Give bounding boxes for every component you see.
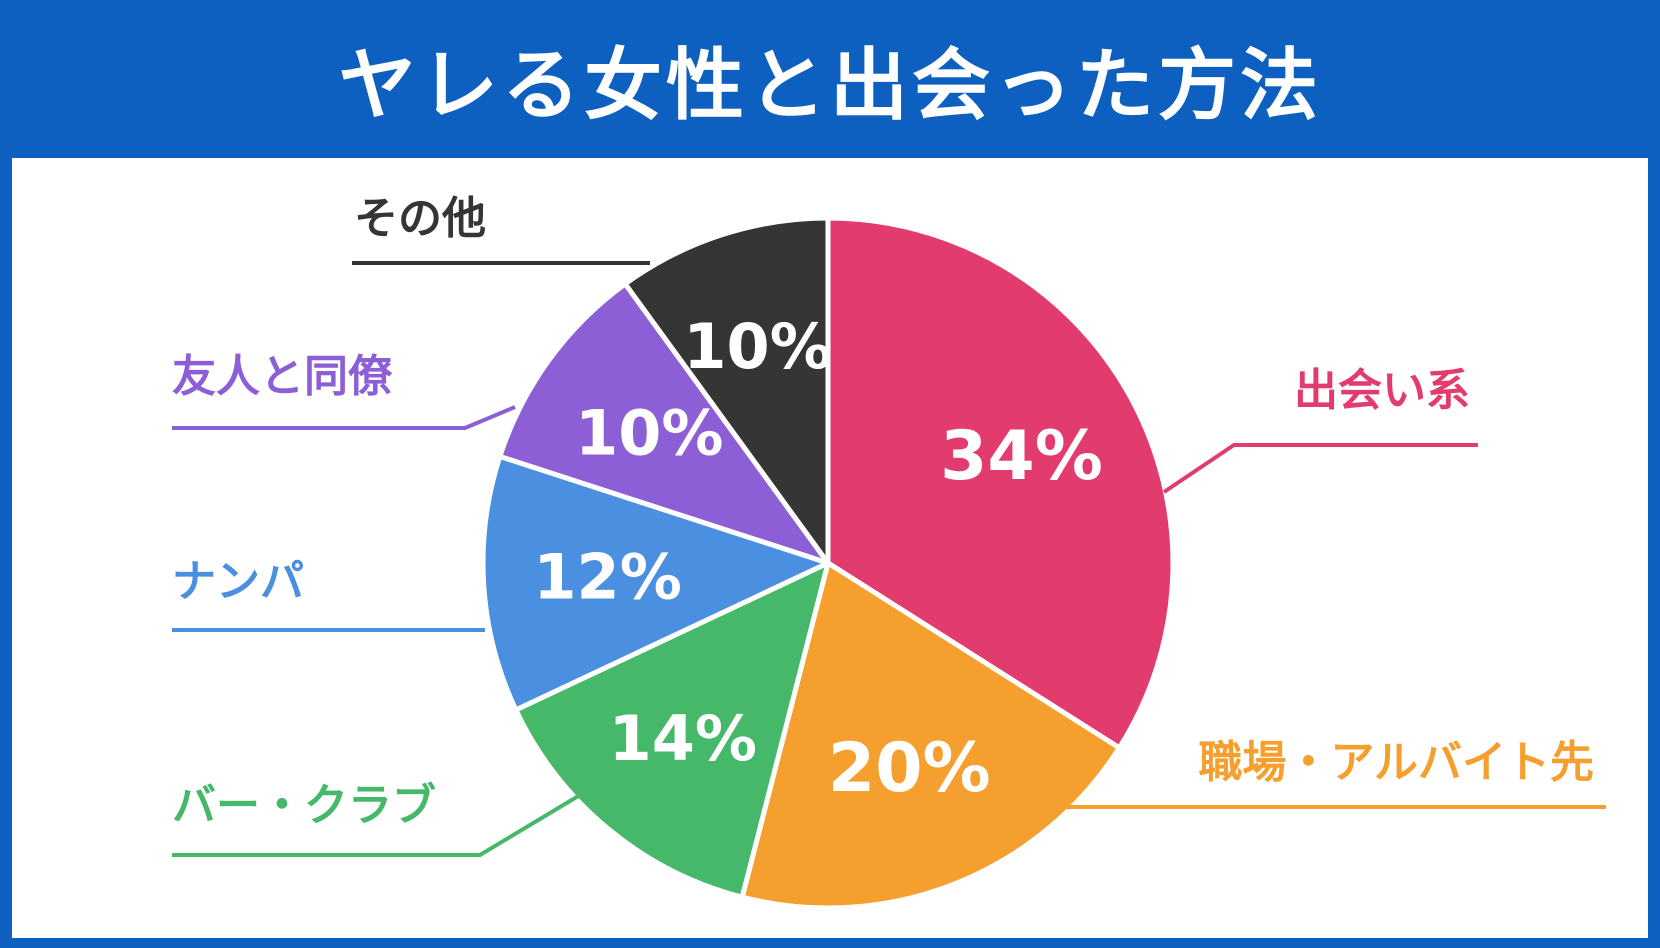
slice-value-label: 34% xyxy=(940,417,1103,496)
leader-line xyxy=(172,793,582,857)
pie-slice xyxy=(622,215,831,566)
slice-value-label: 20% xyxy=(828,729,991,808)
category-label: 友人と同僚 xyxy=(172,351,393,402)
chart-title: ヤレる女性と出会った方法 xyxy=(337,41,1322,131)
category-label: 出会い系 xyxy=(1294,365,1470,416)
slice-value-label: 10% xyxy=(683,310,831,383)
pie-slice-value-labels: 34% 20% 14% 12% 10% 10% xyxy=(533,310,1102,808)
pie-slice xyxy=(480,453,831,713)
leader-line xyxy=(172,405,516,430)
category-label: バー・クラブ xyxy=(172,780,436,831)
category-label: ナンパ xyxy=(172,556,304,607)
pie-slices xyxy=(480,215,1176,911)
category-label: 職場・アルバイト先 xyxy=(1198,737,1594,788)
leader-line xyxy=(1162,443,1478,494)
slice-value-label: 12% xyxy=(533,540,681,613)
pie-slice xyxy=(497,281,831,566)
pie-slice xyxy=(513,560,831,900)
slice-value-label: 10% xyxy=(575,397,723,470)
pie-slice xyxy=(739,560,1122,911)
leader-lines xyxy=(172,261,1606,857)
leader-line xyxy=(1046,798,1606,809)
category-label: その他 xyxy=(354,193,486,244)
slice-value-label: 14% xyxy=(609,702,757,775)
